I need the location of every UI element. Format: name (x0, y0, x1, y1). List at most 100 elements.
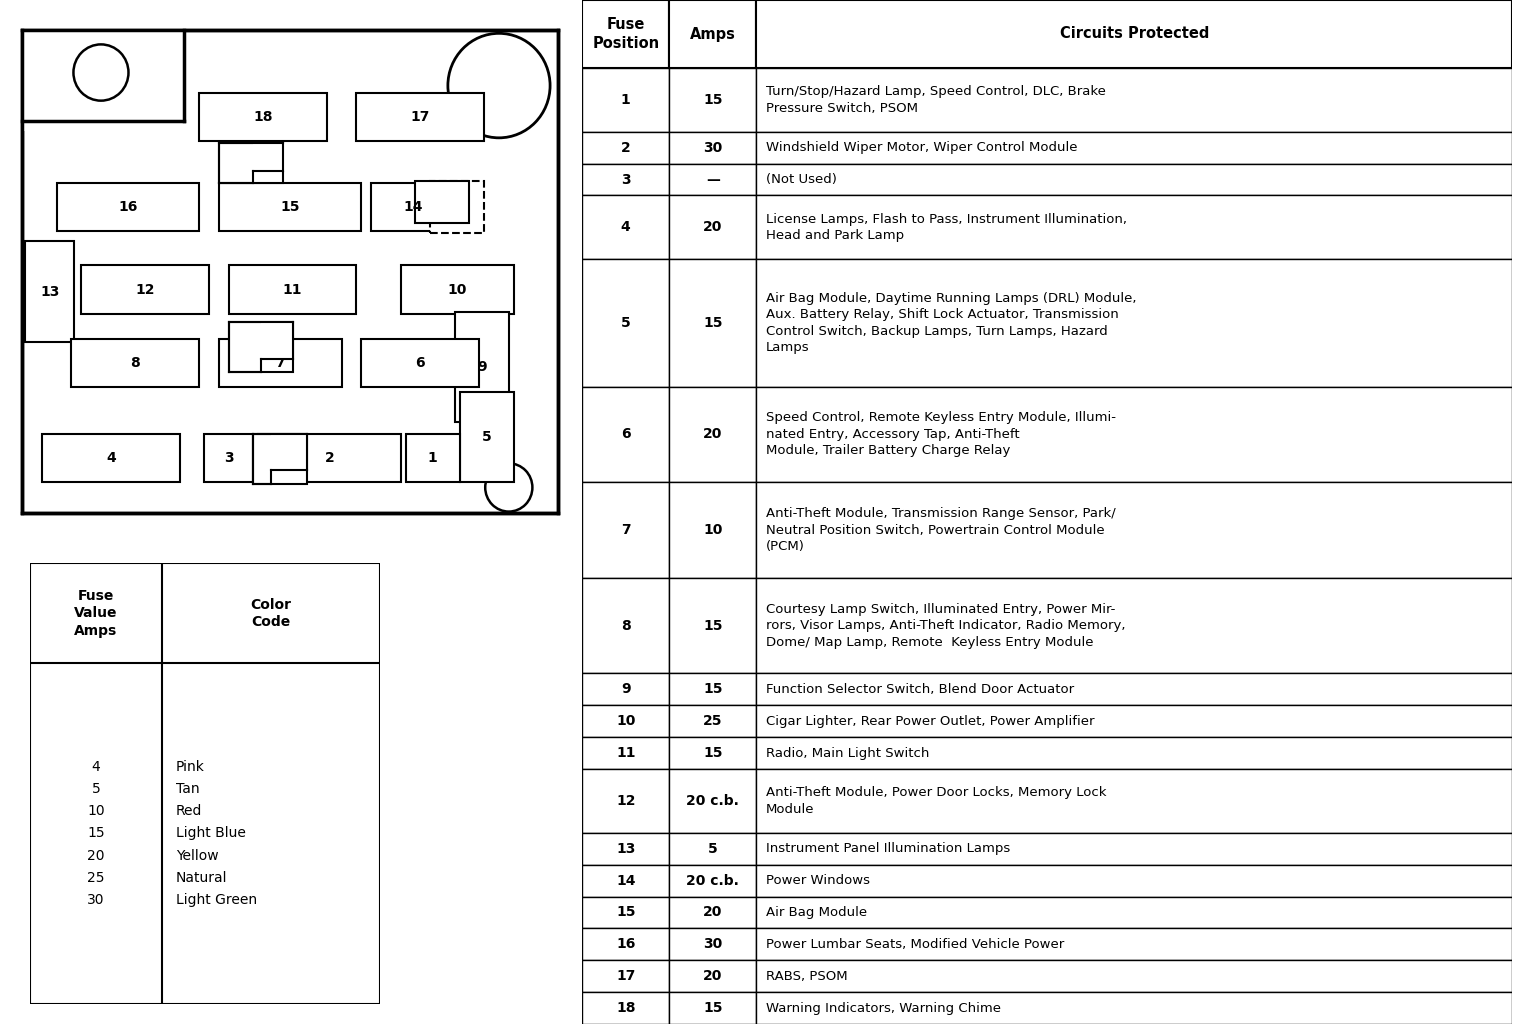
Text: 12: 12 (616, 794, 635, 808)
Text: 4: 4 (620, 220, 631, 234)
Bar (757, 706, 1512, 737)
Bar (261, 322, 293, 358)
Text: 15: 15 (704, 1001, 722, 1015)
Bar (757, 132, 1512, 164)
Bar (219, 143, 283, 183)
Bar (669, 864, 757, 897)
Text: 5: 5 (482, 430, 491, 444)
Text: 9: 9 (620, 682, 631, 696)
Text: 15: 15 (704, 93, 722, 106)
Text: Anti-Theft Module, Transmission Range Sensor, Park/
Neutral Position Switch, Pow: Anti-Theft Module, Transmission Range Se… (766, 507, 1116, 553)
Bar (582, 387, 669, 482)
Text: 2: 2 (620, 140, 631, 155)
Text: —: — (705, 172, 720, 186)
Text: 17: 17 (410, 110, 430, 124)
Text: Windshield Wiper Motor, Wiper Control Module: Windshield Wiper Motor, Wiper Control Mo… (766, 141, 1078, 155)
Bar (406, 434, 459, 482)
Text: 14: 14 (616, 873, 635, 888)
Bar (757, 992, 1512, 1024)
Text: Power Lumbar Seats, Modified Vehicle Power: Power Lumbar Seats, Modified Vehicle Pow… (766, 938, 1064, 951)
Text: RABS, PSOM: RABS, PSOM (766, 970, 848, 983)
Text: 3: 3 (620, 172, 631, 186)
Bar (669, 482, 757, 578)
Bar (757, 737, 1512, 769)
Text: 16: 16 (119, 200, 138, 214)
Bar (669, 929, 757, 961)
Text: 15: 15 (704, 746, 722, 760)
Bar (669, 833, 757, 864)
Text: 18: 18 (616, 1001, 635, 1015)
Bar (669, 578, 757, 674)
Bar (757, 259, 1512, 387)
Text: Courtesy Lamp Switch, Illuminated Entry, Power Mir-
rors, Visor Lamps, Anti-Thef: Courtesy Lamp Switch, Illuminated Entry,… (766, 603, 1126, 648)
Text: 20 c.b.: 20 c.b. (687, 794, 739, 808)
Bar (757, 897, 1512, 929)
Text: 7: 7 (620, 523, 631, 537)
Bar (71, 339, 199, 387)
Text: 1: 1 (620, 93, 631, 106)
Text: 3: 3 (223, 452, 234, 465)
Text: 25: 25 (704, 715, 722, 728)
Bar (43, 434, 179, 482)
Bar (669, 674, 757, 706)
Bar (254, 143, 284, 171)
Text: 6: 6 (620, 427, 631, 441)
Bar (669, 164, 757, 196)
Bar (757, 164, 1512, 196)
Bar (582, 164, 669, 196)
Bar (582, 897, 669, 929)
Bar (669, 706, 757, 737)
Text: 15: 15 (704, 316, 722, 330)
Text: (Not Used): (Not Used) (766, 173, 838, 186)
Bar (757, 578, 1512, 674)
Bar (669, 769, 757, 833)
Text: 20 c.b.: 20 c.b. (687, 873, 739, 888)
Bar (757, 929, 1512, 961)
Text: 8: 8 (131, 356, 140, 370)
Bar (271, 434, 309, 470)
Text: 4
5
10
15
20
25
30: 4 5 10 15 20 25 30 (87, 760, 105, 907)
Text: 13: 13 (616, 842, 635, 856)
Text: 6: 6 (415, 356, 426, 370)
Bar (669, 259, 757, 387)
Text: Warning Indicators, Warning Chime: Warning Indicators, Warning Chime (766, 1001, 1002, 1015)
Bar (757, 196, 1512, 259)
Text: Amps: Amps (690, 27, 736, 42)
Bar (254, 434, 307, 484)
Bar (582, 864, 669, 897)
Bar (204, 434, 254, 482)
Text: 11: 11 (616, 746, 635, 760)
Bar (582, 929, 669, 961)
Bar (582, 961, 669, 992)
Text: Circuits Protected: Circuits Protected (1059, 27, 1208, 42)
Bar (228, 265, 357, 313)
Bar (669, 992, 757, 1024)
Bar (669, 387, 757, 482)
Bar (219, 339, 342, 387)
Bar (757, 961, 1512, 992)
Text: Power Windows: Power Windows (766, 874, 871, 887)
Text: Radio, Main Light Switch: Radio, Main Light Switch (766, 746, 930, 760)
Bar (430, 181, 485, 233)
Bar (582, 769, 669, 833)
Bar (757, 387, 1512, 482)
Bar (357, 92, 485, 141)
Bar (56, 183, 199, 231)
Text: Air Bag Module: Air Bag Module (766, 906, 868, 919)
Text: Color
Code: Color Code (251, 598, 292, 629)
Bar (582, 196, 669, 259)
Bar (582, 674, 669, 706)
Text: 30: 30 (704, 937, 722, 951)
Bar (228, 322, 292, 372)
Text: 12: 12 (135, 283, 155, 297)
Bar (199, 92, 327, 141)
Text: 7: 7 (275, 356, 286, 370)
Bar (582, 68, 669, 132)
Text: 30: 30 (704, 140, 722, 155)
Text: 20: 20 (704, 427, 722, 441)
Bar (669, 961, 757, 992)
Text: 5: 5 (708, 842, 717, 856)
Bar (582, 0, 669, 68)
Text: Fuse
Value
Amps: Fuse Value Amps (74, 589, 117, 638)
Bar (582, 132, 669, 164)
